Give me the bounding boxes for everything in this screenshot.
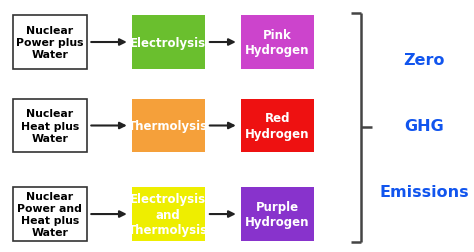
Text: Pink
Hydrogen: Pink Hydrogen — [245, 29, 310, 57]
Text: Zero: Zero — [403, 53, 445, 68]
Text: Electrolysis
and
Thermolysis: Electrolysis and Thermolysis — [128, 192, 209, 236]
FancyBboxPatch shape — [131, 188, 205, 241]
Text: Red
Hydrogen: Red Hydrogen — [245, 112, 310, 140]
Text: Electrolysis: Electrolysis — [130, 36, 206, 49]
Text: Nuclear
Power plus
Water: Nuclear Power plus Water — [16, 26, 83, 60]
Text: Thermolysis: Thermolysis — [128, 119, 209, 133]
FancyBboxPatch shape — [240, 188, 314, 241]
FancyBboxPatch shape — [13, 100, 86, 152]
FancyBboxPatch shape — [240, 100, 314, 152]
Text: Nuclear
Power and
Heat plus
Water: Nuclear Power and Heat plus Water — [18, 191, 82, 237]
Text: Purple
Hydrogen: Purple Hydrogen — [245, 200, 310, 228]
FancyBboxPatch shape — [13, 16, 86, 69]
FancyBboxPatch shape — [13, 188, 86, 241]
Text: Nuclear
Heat plus
Water: Nuclear Heat plus Water — [21, 109, 79, 143]
Text: Emissions: Emissions — [379, 184, 469, 199]
FancyBboxPatch shape — [131, 16, 205, 69]
Text: GHG: GHG — [404, 118, 444, 134]
FancyBboxPatch shape — [240, 16, 314, 69]
FancyBboxPatch shape — [131, 100, 205, 152]
